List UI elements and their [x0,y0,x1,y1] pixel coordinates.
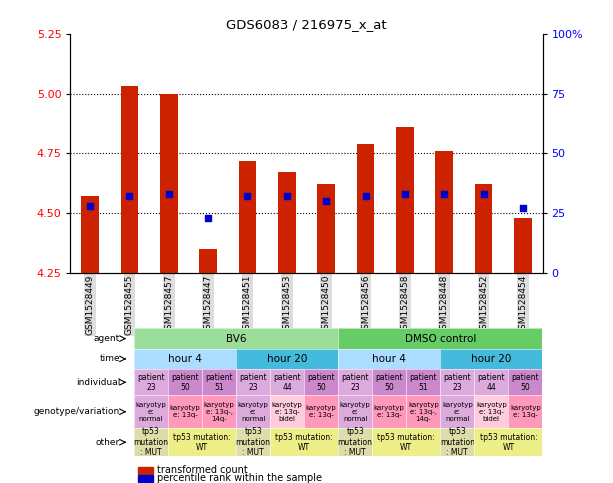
Point [321,197,331,205]
Point [400,190,409,198]
Text: karyotyp
e:
normal: karyotyp e: normal [340,402,371,422]
Text: other: other [96,438,120,447]
Text: karyotyp
e:
normal: karyotyp e: normal [238,402,268,422]
Title: GDS6083 / 216975_x_at: GDS6083 / 216975_x_at [226,18,387,31]
Text: karyotyp
e: 13q-: karyotyp e: 13q- [170,405,200,418]
Text: karyotyp
e: 13q-: karyotyp e: 13q- [510,405,541,418]
Text: tp53 mutation:
WT: tp53 mutation: WT [378,432,435,452]
Text: percentile rank within the sample: percentile rank within the sample [157,473,322,483]
Text: karyotyp
e:
normal: karyotyp e: normal [442,402,473,422]
Text: patient
51: patient 51 [205,372,233,392]
Bar [396,127,414,273]
Bar [357,144,375,273]
Text: karyotyp
e: 13q-
bidel: karyotyp e: 13q- bidel [476,402,507,422]
Bar [199,249,217,273]
Text: hour 4: hour 4 [168,354,202,364]
Point [282,193,292,200]
Text: patient
50: patient 50 [511,372,539,392]
Text: hour 20: hour 20 [471,354,511,364]
Bar [82,197,99,273]
Text: karyotyp
e: 13q-: karyotyp e: 13q- [374,405,405,418]
Point [479,190,489,198]
Bar [121,86,139,273]
Point [124,193,134,200]
Bar [238,160,256,273]
Text: tp53 mutation:
WT: tp53 mutation: WT [173,432,231,452]
Bar [435,151,453,273]
Text: patient
50: patient 50 [171,372,199,392]
Text: patient
50: patient 50 [375,372,403,392]
Point [518,204,528,212]
Bar [318,185,335,273]
Text: karyotyp
e: 13q-,
14q-: karyotyp e: 13q-, 14q- [204,402,235,422]
Text: transformed count: transformed count [157,465,248,475]
Text: genotype/variation: genotype/variation [34,407,120,416]
Text: tp53 mutation:
WT: tp53 mutation: WT [479,432,537,452]
Text: karyotyp
e: 13q-,
14q-: karyotyp e: 13q-, 14q- [408,402,439,422]
Bar [278,172,295,273]
Text: DMSO control: DMSO control [405,334,476,343]
Text: karyotyp
e:
normal: karyotyp e: normal [135,402,167,422]
Text: patient
44: patient 44 [273,372,301,392]
Text: agent: agent [94,334,120,343]
Text: patient
23: patient 23 [239,372,267,392]
Text: hour 4: hour 4 [372,354,406,364]
Text: patient
23: patient 23 [341,372,369,392]
Text: patient
44: patient 44 [478,372,505,392]
Text: tp53
mutation
: MUT: tp53 mutation : MUT [235,427,271,457]
Text: patient
23: patient 23 [443,372,471,392]
Bar [160,94,178,273]
Text: patient
51: patient 51 [409,372,437,392]
Text: tp53
mutation
: MUT: tp53 mutation : MUT [338,427,373,457]
Bar [139,475,153,482]
Bar [514,218,531,273]
Text: individual: individual [76,378,120,387]
Text: tp53 mutation:
WT: tp53 mutation: WT [275,432,333,452]
Point [360,193,370,200]
Text: BV6: BV6 [226,334,246,343]
Point [204,214,213,222]
Text: time: time [99,355,120,363]
Point [85,202,95,210]
Text: patient
50: patient 50 [307,372,335,392]
Bar [474,185,492,273]
Text: hour 20: hour 20 [267,354,307,364]
Text: karyotyp
e: 13q-: karyotyp e: 13q- [306,405,337,418]
Text: tp53
mutation
: MUT: tp53 mutation : MUT [440,427,475,457]
Point [243,193,253,200]
Text: patient
23: patient 23 [137,372,165,392]
Bar [139,467,153,474]
Point [164,190,173,198]
Point [440,190,449,198]
Text: tp53
mutation
: MUT: tp53 mutation : MUT [134,427,169,457]
Text: karyotyp
e: 13q-
bidel: karyotyp e: 13q- bidel [272,402,303,422]
